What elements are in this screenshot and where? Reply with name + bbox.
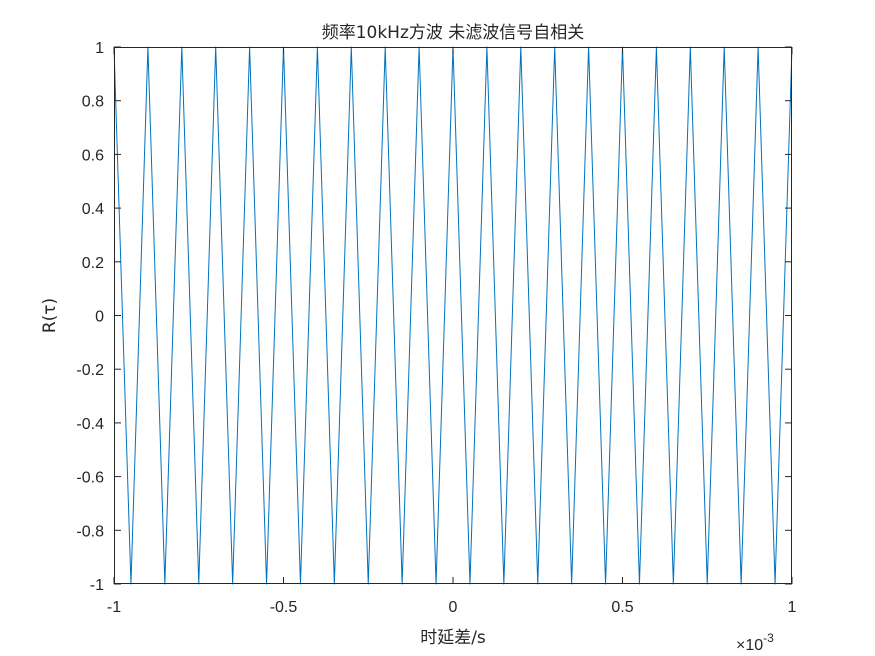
y-tick-label: -0.6 bbox=[76, 470, 104, 487]
x-axis-label: 时延差/s bbox=[420, 628, 486, 648]
x-tick-label: -1 bbox=[107, 599, 121, 616]
y-tick-label: 0.8 bbox=[82, 94, 104, 111]
y-tick-label: -0.8 bbox=[76, 523, 104, 540]
x-exponent-base: ×10 bbox=[736, 637, 763, 654]
y-tick-label: -1 bbox=[90, 577, 104, 594]
x-tick-label: -0.5 bbox=[270, 599, 298, 616]
y-tick-label: 1 bbox=[95, 40, 104, 57]
x-tick-label: 0 bbox=[449, 599, 458, 616]
tick-layer: -1 -0.5 0 0.5 1 -1 -0.8 -0.6 -0.4 -0.2 0 0.2 0.4 0.6 0… bbox=[76, 40, 796, 616]
y-tick-label: 0 bbox=[95, 309, 104, 326]
y-tick-label: -0.4 bbox=[76, 416, 104, 433]
chart-title: 频率10kHz方波 未滤波信号自相关 bbox=[322, 23, 585, 43]
x-axis-exponent-label: ×10-3 bbox=[736, 631, 774, 654]
x-exponent-power: -3 bbox=[763, 631, 774, 645]
y-tick-label: -0.2 bbox=[76, 362, 104, 379]
plot-area bbox=[114, 47, 792, 584]
y-axis-label: R(τ) bbox=[40, 298, 60, 333]
y-tick-label: 0.4 bbox=[82, 201, 104, 218]
y-tick-label: 0.6 bbox=[82, 147, 104, 164]
x-tick-label: 0.5 bbox=[611, 599, 633, 616]
x-tick-label: 1 bbox=[788, 599, 797, 616]
axes-box bbox=[114, 47, 792, 584]
y-tick-label: 0.2 bbox=[82, 255, 104, 272]
